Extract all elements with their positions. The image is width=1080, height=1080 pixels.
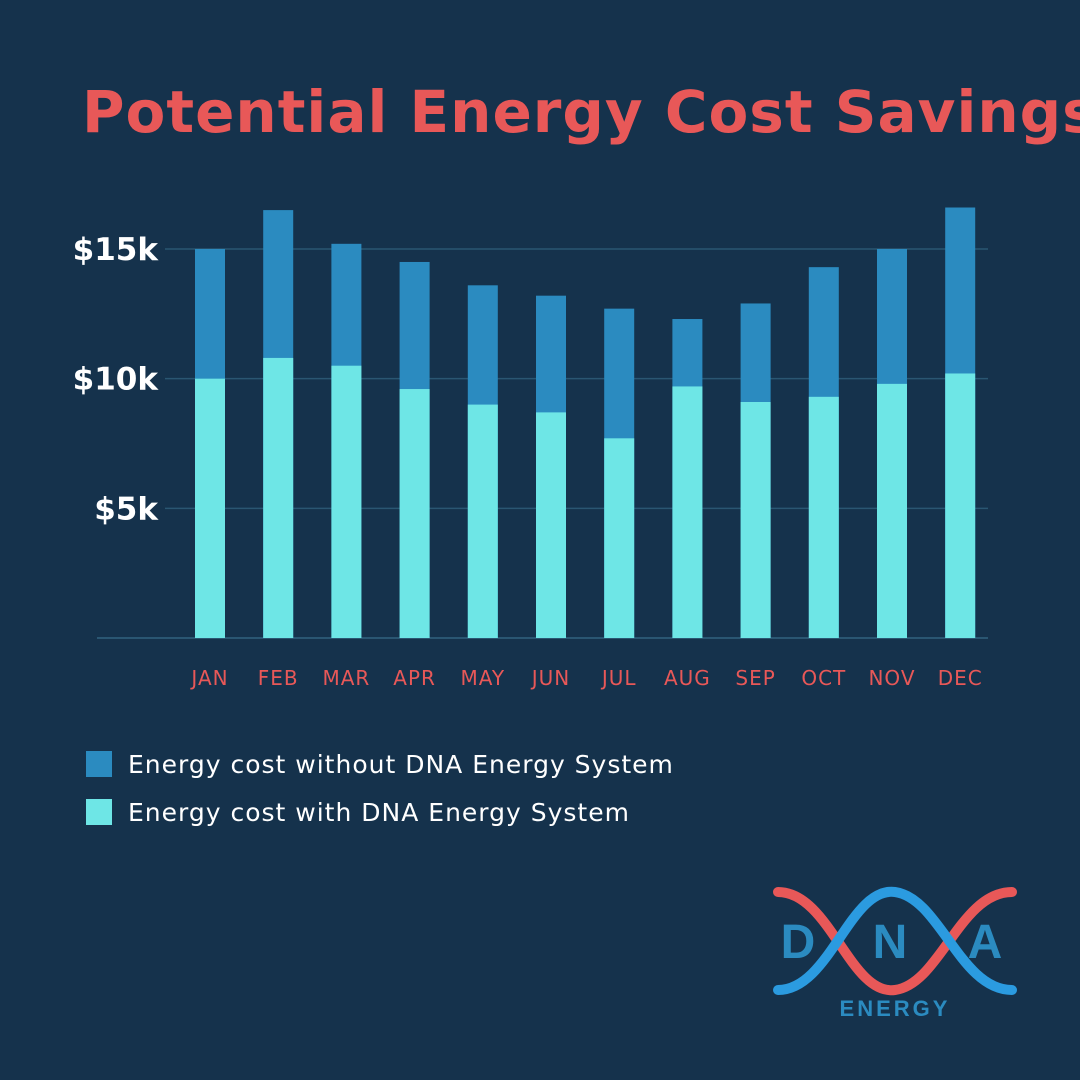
bar-with (467, 404, 498, 638)
legend: Energy cost without DNA Energy System En… (86, 745, 674, 841)
x-category-label: JUL (600, 666, 637, 690)
y-axis-ticks: $5k $10k $15k (73, 232, 160, 527)
legend-swatch-without (86, 751, 112, 777)
bar-with (945, 373, 976, 638)
legend-item-without: Energy cost without DNA Energy System (86, 745, 674, 783)
x-category-label: JUN (530, 666, 571, 690)
logo-subtitle: ENERGY (840, 996, 951, 1021)
y-tick-label: $10k (73, 362, 160, 398)
bars (195, 207, 976, 639)
bar-with (740, 402, 771, 638)
legend-item-with: Energy cost with DNA Energy System (86, 793, 674, 831)
bar-with (877, 383, 907, 638)
bar-with (672, 386, 703, 638)
x-category-label: MAR (322, 666, 370, 690)
bar-with (808, 396, 839, 638)
y-tick-label: $15k (73, 232, 160, 268)
chart-title: Potential Energy Cost Savings (82, 78, 1080, 146)
logo-letter-n: N (873, 916, 908, 969)
dna-energy-logo: D N A ENERGY (773, 886, 1017, 1021)
bar-with (604, 438, 635, 638)
x-category-label: DEC (938, 666, 983, 690)
x-axis-categories: JAN FEB MAR APR MAY JUN JUL AUG SEP OCT NOV DEC (189, 666, 983, 690)
bar-with (331, 365, 362, 638)
x-category-label: OCT (801, 666, 846, 690)
legend-swatch-with (86, 799, 112, 825)
x-category-label: FEB (258, 666, 299, 690)
legend-label-with: Energy cost with DNA Energy System (128, 797, 630, 827)
bar-with (195, 378, 225, 638)
x-category-label: NOV (868, 666, 915, 690)
x-category-label: SEP (735, 666, 775, 690)
bar-chart: $5k $10k $15k JAN FEB MAR APR MAY JUN JUL AUG SEP O… (73, 207, 988, 690)
bar-with (263, 357, 294, 638)
x-category-label: APR (393, 666, 436, 690)
legend-label-without: Energy cost without DNA Energy System (128, 749, 674, 779)
bar-with (536, 412, 566, 638)
logo-letter-a: A (968, 916, 1003, 969)
x-category-label: MAY (460, 666, 505, 690)
bar-with (399, 389, 430, 638)
x-category-label: JAN (189, 666, 228, 690)
x-category-label: AUG (664, 666, 711, 690)
logo-letter-d: D (781, 916, 816, 969)
y-tick-label: $5k (94, 491, 159, 527)
